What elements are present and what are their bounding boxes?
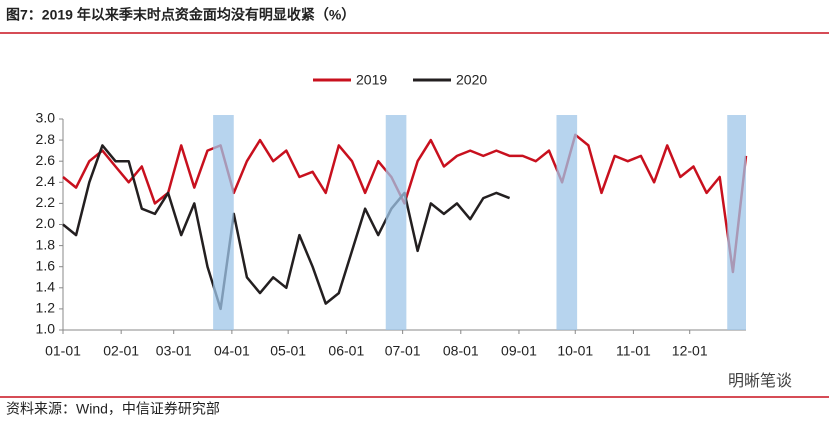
- y-tick-label: 2.2: [36, 194, 56, 210]
- x-tick-label: 03-01: [156, 343, 192, 359]
- watermark: 明晰笔谈: [728, 372, 792, 390]
- x-tick-label: 09-01: [501, 343, 537, 359]
- x-tick-label: 05-01: [270, 343, 306, 359]
- y-tick-label: 1.0: [36, 321, 56, 337]
- legend-label: 2020: [456, 72, 487, 88]
- x-tick-label: 01-01: [45, 343, 81, 359]
- x-tick-label: 08-01: [443, 343, 479, 359]
- x-tick-label: 06-01: [328, 343, 364, 359]
- legend-label: 2019: [356, 72, 387, 88]
- shaded-period: [556, 115, 578, 330]
- y-tick-label: 1.8: [36, 236, 56, 252]
- x-tick-label: 07-01: [385, 343, 421, 359]
- y-tick-label: 2.8: [36, 131, 56, 147]
- x-tick-label: 04-01: [214, 343, 250, 359]
- x-tick-label: 02-01: [103, 343, 139, 359]
- shaded-period: [385, 115, 407, 330]
- source: 资料来源：Wind，中信证券研究部: [6, 401, 220, 417]
- series-line: [62, 144, 511, 311]
- y-tick-label: 3.0: [36, 110, 56, 126]
- x-tick-label: 12-01: [672, 343, 708, 359]
- y-tick-label: 1.2: [36, 300, 56, 316]
- chart-title: 图7：2019 年以来季末时点资金面均没有明显收紧（%）: [6, 7, 355, 23]
- y-tick-label: 1.4: [36, 279, 56, 295]
- x-tick-label: 10-01: [557, 343, 593, 359]
- x-tick-label: 11-01: [616, 343, 651, 359]
- y-tick-label: 1.6: [36, 257, 56, 273]
- y-tick-label: 2.6: [36, 152, 56, 168]
- y-tick-label: 2.4: [36, 173, 56, 189]
- shaded-period: [213, 115, 234, 330]
- shaded-period: [727, 115, 746, 330]
- y-tick-label: 2.0: [36, 215, 56, 231]
